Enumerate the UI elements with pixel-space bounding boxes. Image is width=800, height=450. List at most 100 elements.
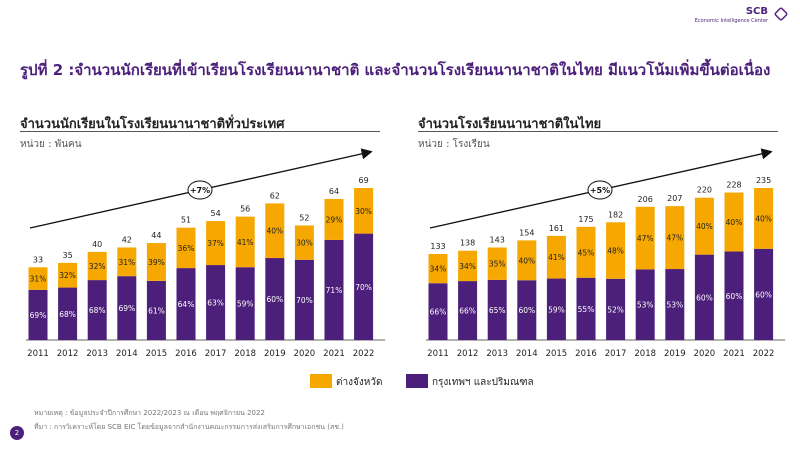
x-tick-label: 2019: [264, 349, 286, 359]
data-label-bangkok: 53%: [666, 301, 683, 310]
bar-bangkok-2017: [606, 278, 626, 340]
bar-bangkok-2019: [265, 258, 285, 340]
chart-title-schools: จำนวนโรงเรียนนานาชาติในไทย: [418, 117, 602, 132]
data-label-total: 235: [756, 176, 771, 185]
scb-logo: SCB Economic Intelligence Center: [693, 6, 789, 28]
x-tick-label: 2021: [323, 349, 345, 359]
legend-label-bangkok: กรุงเทพฯ และปริมณฑล: [432, 377, 534, 388]
x-tick-label: 2020: [294, 349, 316, 359]
bar-bangkok-2011: [28, 289, 48, 340]
data-label-total: 154: [519, 228, 534, 237]
x-tick-label: 2022: [353, 349, 375, 359]
data-label-bangkok: 60%: [696, 293, 713, 302]
bar-provinces-2020: [694, 197, 714, 255]
bar-bangkok-2018: [635, 269, 655, 340]
data-label-total: 62: [270, 191, 280, 200]
brand-name: SCB: [745, 6, 768, 17]
x-tick-label: 2011: [427, 349, 449, 359]
x-tick-label: 2012: [457, 349, 479, 359]
bar-provinces-2012: [58, 262, 78, 288]
bar-bangkok-2021: [724, 251, 744, 340]
chart-title-students: จำนวนนักเรียนในโรงเรียนนานาชาติทั่วประเท…: [20, 117, 285, 132]
bar-bangkok-2022: [754, 248, 774, 340]
bar-provinces-2013: [487, 247, 507, 280]
title-divider: [418, 131, 778, 132]
bar-provinces-2019: [265, 203, 285, 259]
data-label-bangkok: 60%: [518, 306, 535, 315]
data-label-bangkok: 69%: [30, 311, 47, 320]
data-label-bangkok: 60%: [755, 290, 772, 299]
bar-bangkok-2014: [117, 276, 137, 340]
data-label-bangkok: 61%: [148, 306, 165, 315]
page-number: 2: [10, 426, 24, 440]
bar-provinces-2022: [754, 188, 774, 249]
data-label-provinces: 35%: [489, 260, 506, 269]
bar-provinces-2016: [576, 226, 596, 278]
bar-bangkok-2017: [206, 265, 226, 340]
data-label-provinces: 41%: [237, 238, 254, 247]
x-tick-label: 2016: [175, 349, 197, 359]
data-label-total: 40: [92, 240, 102, 249]
bar-provinces-2014: [517, 240, 537, 281]
bar-bangkok-2018: [235, 267, 255, 340]
data-label-bangkok: 59%: [548, 305, 565, 314]
data-label-bangkok: 55%: [578, 305, 595, 314]
bar-provinces-2011: [428, 253, 448, 284]
data-label-bangkok: 70%: [296, 296, 313, 305]
data-label-bangkok: 70%: [355, 283, 372, 292]
chart-students: +7% 69% 31% 33 2011 68% 32% 35 2012 68% 32% 40 2013 6…: [26, 148, 386, 359]
bar-bangkok-2011: [428, 283, 448, 340]
data-label-total: 138: [460, 239, 475, 248]
data-label-provinces: 40%: [726, 218, 743, 227]
data-label-provinces: 31%: [30, 275, 47, 284]
data-label-total: 175: [578, 215, 593, 224]
data-label-provinces: 40%: [266, 227, 283, 236]
bar-bangkok-2013: [87, 280, 107, 340]
title-divider: [20, 131, 380, 132]
data-label-bangkok: 65%: [489, 306, 506, 315]
brand-tagline: Economic Intelligence Center: [694, 18, 768, 24]
bar-bangkok-2021: [324, 239, 344, 340]
data-label-provinces: 34%: [459, 262, 476, 271]
bar-provinces-2018: [635, 206, 655, 270]
data-label-bangkok: 66%: [459, 307, 476, 316]
x-tick-label: 2014: [516, 349, 538, 359]
data-label-provinces: 39%: [148, 258, 165, 267]
x-tick-label: 2016: [575, 349, 597, 359]
data-label-provinces: 40%: [518, 256, 535, 265]
bar-provinces-2022: [354, 188, 374, 234]
data-label-bangkok: 64%: [178, 300, 195, 309]
bar-provinces-2015: [546, 235, 566, 279]
unit-label-students: หน่วย : พันคน: [20, 139, 82, 150]
data-label-bangkok: 60%: [266, 295, 283, 304]
data-label-total: 52: [299, 213, 309, 222]
data-label-bangkok: 66%: [430, 308, 447, 317]
data-label-total: 228: [726, 181, 741, 190]
growth-label: +5%: [590, 186, 610, 195]
bar-provinces-2017: [206, 221, 226, 266]
chart-schools: +5% 66% 34% 133 2011 66% 34% 138 2012 65% 35% 143 20…: [426, 148, 786, 359]
data-label-provinces: 32%: [59, 271, 76, 280]
x-tick-label: 2019: [664, 349, 686, 359]
bar-provinces-2017: [606, 222, 626, 279]
data-label-provinces: 37%: [207, 239, 224, 248]
data-label-provinces: 32%: [89, 262, 106, 271]
data-label-provinces: 29%: [326, 215, 343, 224]
bar-provinces-2019: [665, 206, 685, 270]
bar-provinces-2015: [146, 243, 166, 281]
bar-bangkok-2015: [146, 280, 166, 340]
x-tick-label: 2013: [86, 349, 108, 359]
growth-badge: [187, 180, 213, 200]
bar-provinces-2013: [87, 251, 107, 281]
source-note: ที่มา : การวิเคราะห์โดย SCB EIC โดยข้อมู…: [34, 423, 344, 431]
data-label-bangkok: 69%: [118, 304, 135, 313]
x-tick-label: 2015: [546, 349, 568, 359]
data-label-total: 161: [549, 224, 564, 233]
x-tick-label: 2022: [753, 349, 775, 359]
data-label-total: 35: [63, 251, 73, 260]
x-tick-label: 2017: [605, 349, 627, 359]
data-label-total: 33: [33, 255, 43, 264]
x-tick-label: 2017: [205, 349, 227, 359]
bar-bangkok-2016: [176, 268, 196, 340]
data-label-total: 220: [697, 186, 712, 195]
